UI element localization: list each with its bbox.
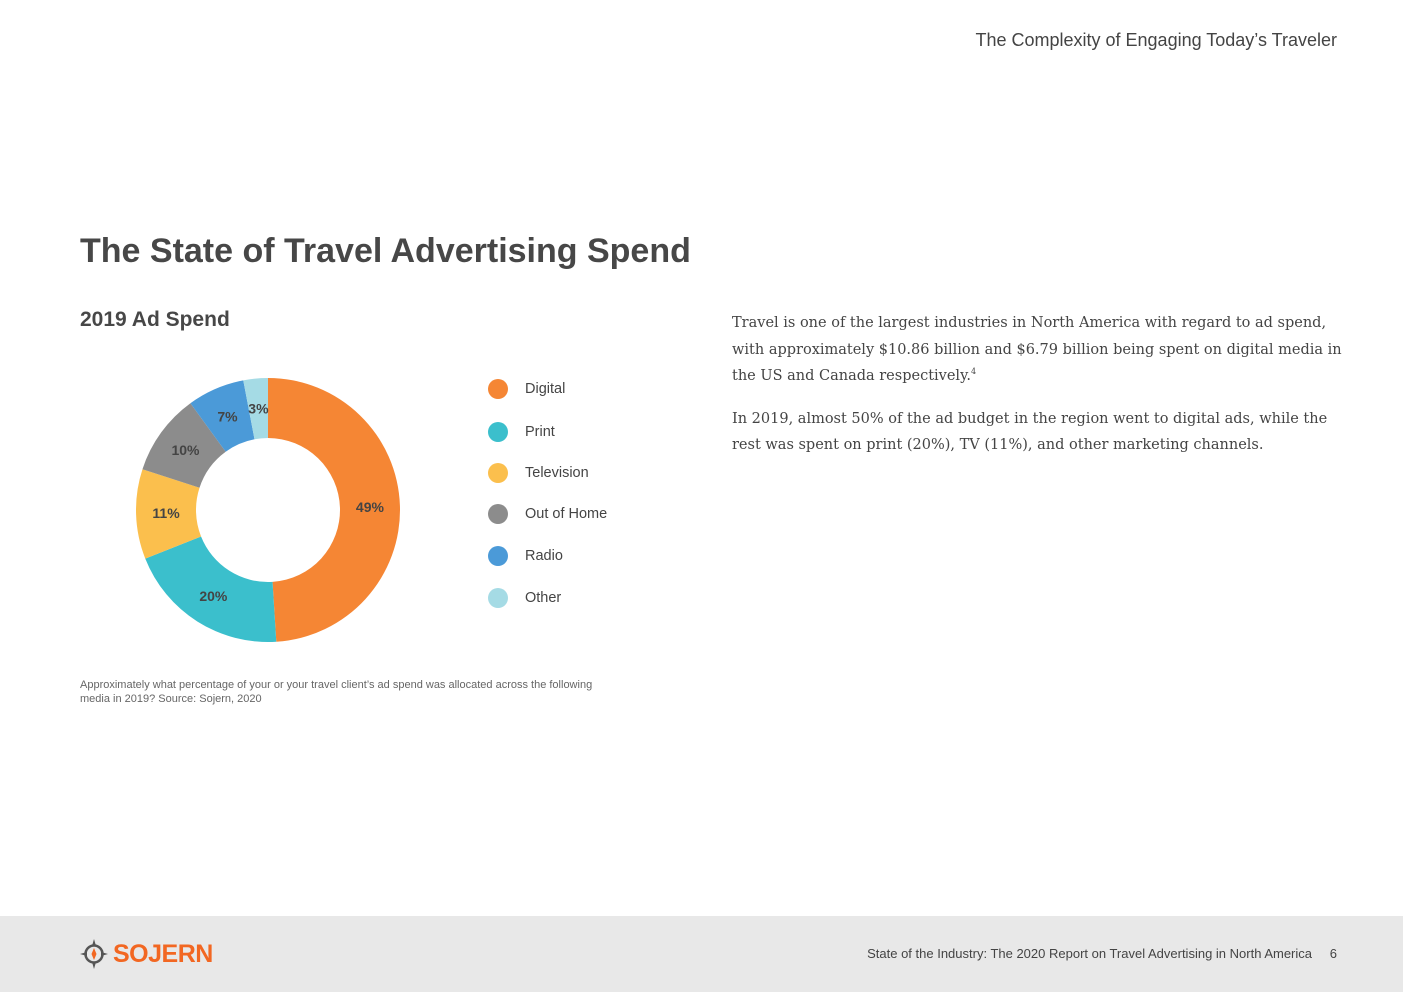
legend-swatch — [488, 379, 508, 399]
legend-label: Print — [525, 424, 555, 440]
legend-label: Radio — [525, 548, 563, 564]
legend-swatch — [488, 463, 508, 483]
legend-item: Digital — [488, 378, 565, 400]
data-label-digital: 49% — [356, 499, 385, 515]
legend-label: Out of Home — [525, 506, 608, 522]
slice-television — [136, 469, 202, 559]
legend-label: Other — [525, 590, 562, 606]
header-title: The Complexity of Engaging Today’s Trave… — [975, 30, 1337, 50]
data-label-other: 3% — [248, 400, 269, 416]
footer: SOJERN State of the Industry: The 2020 R… — [0, 916, 1403, 992]
data-label-television: 11% — [152, 505, 180, 521]
page-number: 6 — [1329, 946, 1337, 961]
legend-swatch — [488, 504, 508, 524]
legend-item: Radio — [488, 545, 563, 567]
data-label-out-of-home: 10% — [171, 442, 200, 458]
legend-swatch — [488, 588, 508, 608]
slice-digital — [268, 378, 400, 642]
slice-out-of-home — [142, 403, 226, 488]
legend-swatch — [488, 422, 508, 442]
slice-other — [243, 378, 268, 440]
legend-item: Television — [488, 462, 589, 484]
body-paragraph-2: In 2019, almost 50% of the ad budget in … — [732, 410, 1328, 454]
page-heading: The State of Travel Advertising Spend — [80, 232, 691, 270]
footnote-ref: 4 — [970, 367, 977, 377]
donut-chart: 49% 20% 11% 10% 7% 3% — [136, 378, 400, 642]
chart-title: 2019 Ad Spend — [80, 308, 230, 331]
legend-item: Other — [488, 587, 561, 609]
body-paragraph-1: Travel is one of the largest industries … — [732, 310, 1342, 390]
legend-label: Television — [525, 465, 589, 481]
legend-label: Digital — [525, 381, 566, 397]
data-label-radio: 7% — [217, 408, 238, 424]
legend-item: Print — [488, 421, 555, 443]
body-paragraph-1-text: Travel is one of the largest industries … — [732, 315, 1342, 384]
legend-item: Out of Home — [488, 503, 607, 525]
sojern-logo: SOJERN — [80, 939, 213, 969]
logo-text: SOJERN — [113, 939, 213, 968]
slice-print — [145, 536, 277, 642]
data-label-print: 20% — [199, 588, 228, 604]
compass-icon — [80, 939, 108, 969]
slice-radio — [190, 380, 255, 452]
footer-report-title: State of the Industry: The 2020 Report o… — [867, 946, 1312, 961]
chart-caption: Approximately what percentage of your or… — [80, 679, 593, 705]
legend-swatch — [488, 546, 508, 566]
body-text: Travel is one of the largest industries … — [732, 310, 1342, 475]
